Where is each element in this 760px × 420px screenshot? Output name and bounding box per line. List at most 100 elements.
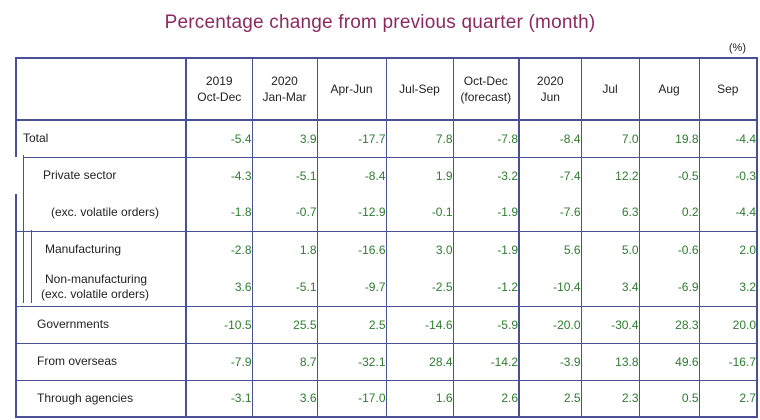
column-header: Sep xyxy=(698,58,757,120)
table-cell: 2.7 xyxy=(698,379,757,417)
orders-table: 2019 Oct-Dec 2020 Jan-Mar Apr-Jun Jul-Sep … xyxy=(9,57,758,418)
table-cell: -5.1 xyxy=(251,268,317,306)
table-cell: 2.3 xyxy=(580,379,639,417)
column-header: Jul xyxy=(580,58,639,120)
table-cell: -0.3 xyxy=(698,156,757,194)
table-cell: -10.4 xyxy=(518,268,581,306)
column-header: Apr-Jun xyxy=(316,58,386,120)
row-label: Governments xyxy=(16,305,186,343)
table-cell: -3.9 xyxy=(518,342,581,380)
row-label: Private sector xyxy=(9,156,186,194)
table-cell: 20.0 xyxy=(698,305,757,343)
table-cell: 2.0 xyxy=(698,230,757,268)
table-cell: -1.8 xyxy=(185,194,252,231)
table-cell: -4.4 xyxy=(698,194,757,231)
column-header: Oct-Dec (forecast) xyxy=(452,58,519,120)
column-header: Jul-Sep xyxy=(385,58,453,120)
table-cell: -7.8 xyxy=(452,119,519,157)
table-row: From overseas -7.9 8.7 -32.1 28.4 -14.2 … xyxy=(16,342,757,380)
table-cell: -20.0 xyxy=(518,305,581,343)
table-row: Governments -10.5 25.5 2.5 -14.6 -5.9 -2… xyxy=(16,305,757,343)
table-cell: 8.7 xyxy=(251,342,317,380)
table-cell: -17.7 xyxy=(316,119,386,157)
table-cell: -7.4 xyxy=(518,156,581,194)
table-cell: -3.2 xyxy=(452,156,519,194)
table-cell: 1.8 xyxy=(251,230,317,268)
table-cell: -2.5 xyxy=(385,268,453,306)
table-cell: 7.8 xyxy=(385,119,453,157)
unit-label: (%) xyxy=(728,42,746,54)
table-cell: 25.5 xyxy=(251,305,317,343)
indent-rule-manufacturing xyxy=(31,230,32,303)
table-cell: 49.6 xyxy=(638,342,699,380)
table-cell: -0.7 xyxy=(251,194,317,231)
table-cell: 0.2 xyxy=(638,194,699,231)
table-row: Through agencies -3.1 3.6 -17.0 1.6 2.6 … xyxy=(16,379,757,417)
table-cell: -10.5 xyxy=(185,305,252,343)
table-cell: 13.8 xyxy=(580,342,639,380)
table-cell: -8.4 xyxy=(316,156,386,194)
table-cell: -4.3 xyxy=(185,156,252,194)
table-cell: -3.1 xyxy=(185,379,252,417)
table-cell: -17.0 xyxy=(316,379,386,417)
column-header: 2020 Jun xyxy=(518,58,581,120)
table-cell: 19.8 xyxy=(638,119,699,157)
table-cell: 28.4 xyxy=(385,342,453,380)
row-label-line1: Non-manufacturing xyxy=(45,271,148,286)
table-cell: -9.7 xyxy=(316,268,386,306)
table-cell: -1.9 xyxy=(452,194,519,231)
table-cell: 1.6 xyxy=(385,379,453,417)
table-cell: 3.6 xyxy=(251,379,317,417)
table-cell: -1.9 xyxy=(452,230,519,268)
header-blank xyxy=(15,58,186,120)
table-cell: -0.5 xyxy=(638,156,699,194)
table-row: (exc. volatile orders) -1.8 -0.7 -12.9 -… xyxy=(16,194,757,231)
column-header: Aug xyxy=(638,58,699,120)
table-cell: 3.0 xyxy=(385,230,453,268)
table-cell: -0.6 xyxy=(638,230,699,268)
table-cell: -6.9 xyxy=(638,268,699,306)
row-label: Total xyxy=(16,119,186,157)
table-cell: -7.6 xyxy=(518,194,581,231)
table-cell: -16.6 xyxy=(316,230,386,268)
header-row: 2019 Oct-Dec 2020 Jan-Mar Apr-Jun Jul-Sep … xyxy=(15,58,757,120)
column-header: 2019 Oct-Dec xyxy=(185,58,252,120)
column-header: 2020 Jan-Mar xyxy=(251,58,317,120)
row-label-line2: (exc. volatile orders) xyxy=(41,286,150,301)
table-cell: -14.2 xyxy=(452,342,519,380)
table-cell: -5.9 xyxy=(452,305,519,343)
table-cell: -4.4 xyxy=(698,119,757,157)
table-cell: -12.9 xyxy=(316,194,386,231)
table-cell: -14.6 xyxy=(385,305,453,343)
table-cell: 5.6 xyxy=(518,230,581,268)
table-cell: 12.2 xyxy=(580,156,639,194)
table-row: Manufacturing -2.8 1.8 -16.6 3.0 -1.9 5.… xyxy=(16,230,757,268)
table-cell: 6.3 xyxy=(580,194,639,231)
indent-rule-private xyxy=(23,155,24,303)
table-cell: 5.0 xyxy=(580,230,639,268)
table-cell: -1.2 xyxy=(452,268,519,306)
table-cell: -5.1 xyxy=(251,156,317,194)
table-cell: 1.9 xyxy=(385,156,453,194)
table-cell: 2.5 xyxy=(316,305,386,343)
row-label: (exc. volatile orders) xyxy=(51,204,160,219)
row-label: Non-manufacturing (exc. volatile orders) xyxy=(16,268,186,306)
table-cell: -30.4 xyxy=(580,305,639,343)
table-cell: -0.1 xyxy=(385,194,453,231)
table-cell: -7.9 xyxy=(185,342,252,380)
table-cell: -5.4 xyxy=(185,119,252,157)
table-cell: -32.1 xyxy=(316,342,386,380)
row-label: Through agencies xyxy=(16,379,186,417)
table-cell: 3.4 xyxy=(580,268,639,306)
table-cell: 7.0 xyxy=(580,119,639,157)
table-cell: 3.6 xyxy=(185,268,252,306)
table-row: Total -5.4 3.9 -17.7 7.8 -7.8 -8.4 7.0 1… xyxy=(16,119,757,157)
table-cell: -8.4 xyxy=(518,119,581,157)
row-label: From overseas xyxy=(16,342,186,380)
table-row: Non-manufacturing (exc. volatile orders)… xyxy=(16,268,757,306)
table-cell: 28.3 xyxy=(638,305,699,343)
table-cell: 3.9 xyxy=(251,119,317,157)
table-cell: -16.7 xyxy=(698,342,757,380)
page-title: Percentage change from previous quarter … xyxy=(164,12,596,33)
table-cell: 3.2 xyxy=(698,268,757,306)
